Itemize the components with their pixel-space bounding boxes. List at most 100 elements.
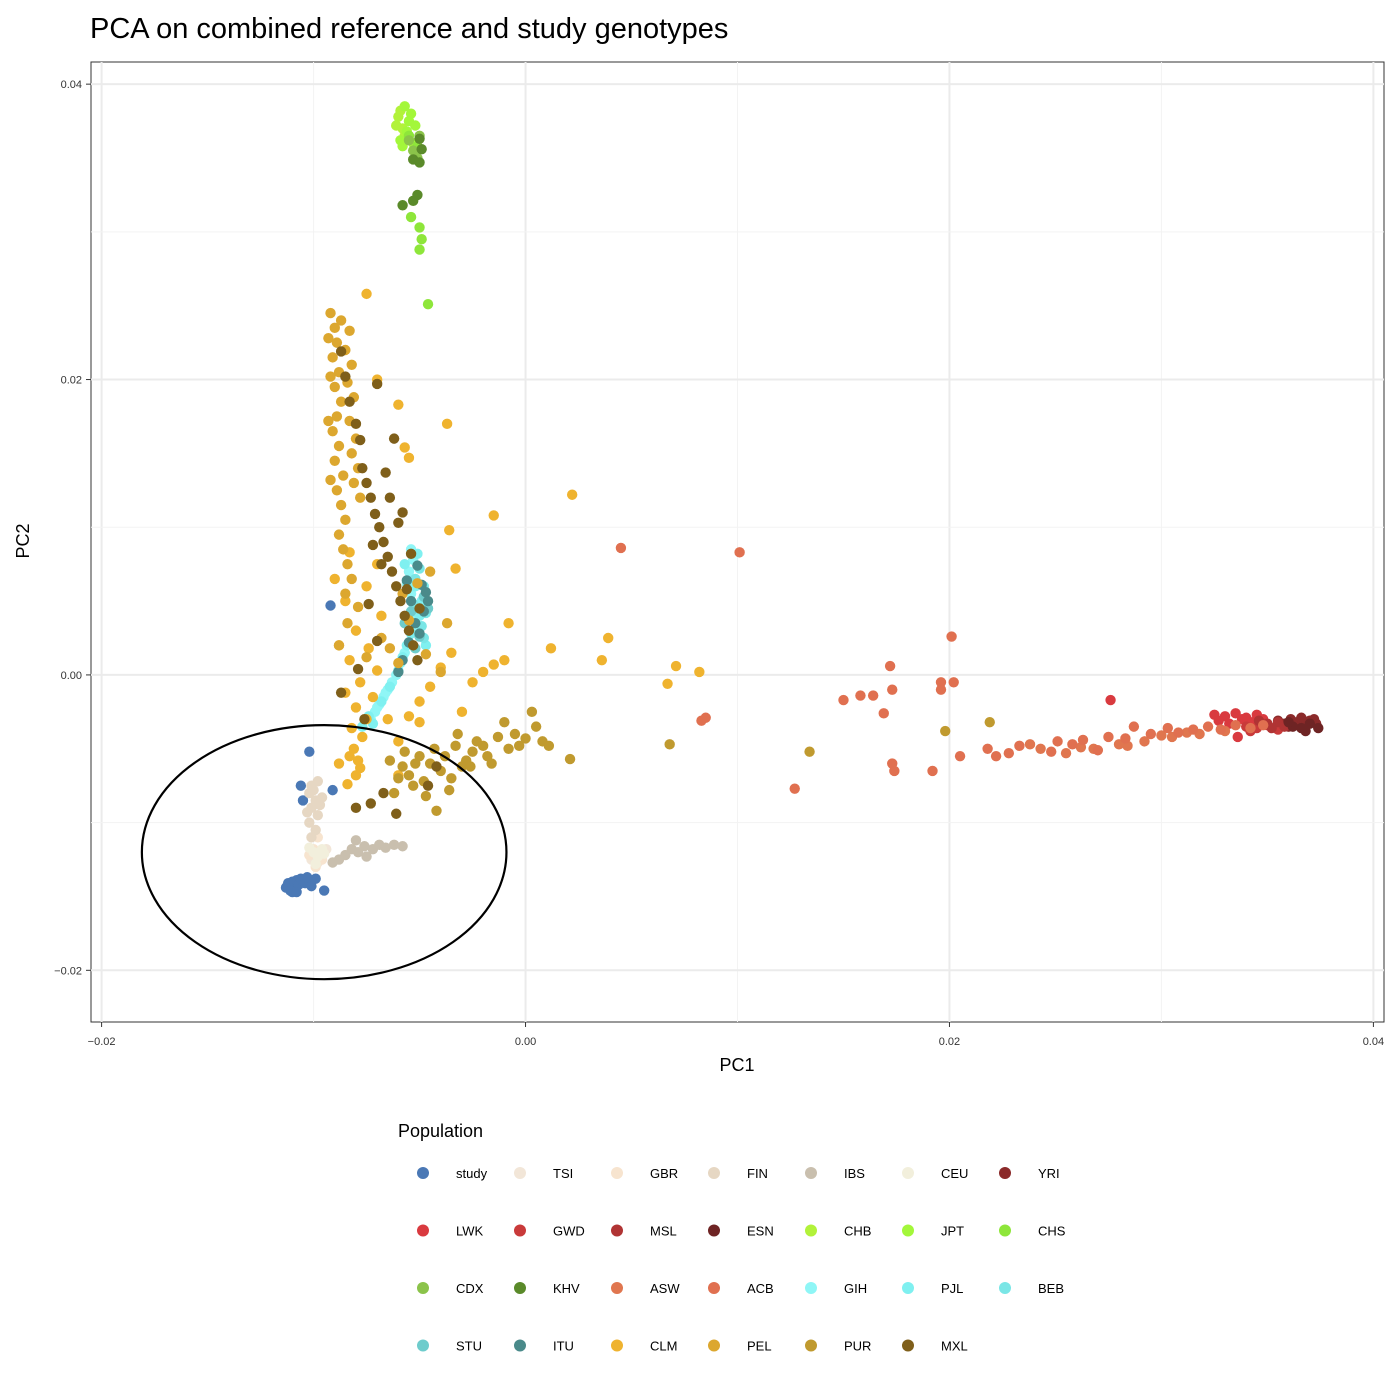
legend-key [805, 1167, 817, 1179]
data-point-cdx [403, 135, 415, 146]
legend-key [805, 1339, 817, 1352]
data-point-pel [344, 325, 355, 336]
data-point-mxl [344, 396, 355, 407]
data-point-study [297, 795, 309, 806]
data-point-mxl [431, 761, 442, 772]
data-point-mxl [391, 808, 402, 819]
data-point-pel [393, 657, 404, 669]
data-point-pel [335, 315, 347, 326]
data-point-mxl [352, 663, 364, 675]
data-point-study [291, 886, 302, 898]
data-point-ibs [327, 857, 338, 868]
data-point-pur [477, 740, 489, 752]
data-point-acb [789, 783, 800, 794]
data-point-acb [1120, 733, 1131, 744]
data-point-acb [1092, 745, 1104, 756]
data-point-mxl [376, 558, 387, 570]
data-point-acb [935, 684, 947, 695]
legend-label: TSI [553, 1166, 573, 1181]
data-point-mxl [378, 536, 389, 548]
legend-key [902, 1339, 914, 1352]
legend-label: ACB [747, 1281, 774, 1296]
data-point-pel [441, 618, 453, 629]
data-point-clm [382, 714, 393, 725]
x-tick-label: 0.04 [1363, 1036, 1384, 1048]
legend-label: MSL [650, 1224, 677, 1239]
x-axis-title: PC1 [719, 1055, 754, 1075]
data-point-acb [1052, 736, 1063, 747]
data-point-asw [1060, 748, 1072, 759]
data-point-pel [333, 440, 345, 452]
data-point-ibs [397, 841, 408, 852]
legend-item-ceu: CEU [902, 1166, 968, 1181]
data-point-pur [397, 761, 408, 772]
data-point-acb [1245, 722, 1256, 734]
legend-label: STU [456, 1339, 482, 1354]
data-point-ceu [304, 842, 315, 853]
data-point-fin [312, 776, 324, 787]
data-point-ibs [350, 835, 362, 846]
data-point-study [295, 780, 307, 791]
legend-key [417, 1339, 429, 1352]
data-point-fin [308, 784, 319, 796]
data-point-clm [488, 659, 499, 670]
data-point-pel [325, 371, 336, 382]
legend-item-ibs: IBS [805, 1166, 865, 1181]
data-point-pel [331, 337, 343, 348]
data-point-acb [1128, 721, 1140, 732]
legend-item-tsi: TSI [514, 1166, 573, 1181]
data-point-mxl [397, 507, 408, 518]
data-point-pel [333, 529, 345, 540]
data-point-pel [342, 618, 353, 629]
y-axis-title: PC2 [13, 523, 33, 558]
legend-item-lwk: LWK [417, 1224, 484, 1239]
x-tick-label: −0.02 [88, 1036, 116, 1048]
data-point-pur [492, 731, 504, 743]
series-ceu [304, 842, 330, 870]
data-point-clm [329, 573, 340, 585]
data-point-study [304, 746, 315, 757]
data-point-acb [887, 684, 898, 695]
data-point-pel [340, 514, 351, 526]
data-point-pel [325, 307, 336, 319]
series-study [280, 600, 338, 898]
data-point-pur [520, 733, 531, 744]
legend-item-gwd: GWD [514, 1224, 585, 1239]
data-point-esn [1283, 716, 1294, 728]
data-point-mxl [365, 492, 376, 503]
y-tick-label: 0.02 [61, 375, 82, 387]
data-point-chs [405, 211, 417, 223]
legend-key [999, 1167, 1011, 1179]
legend-key [611, 1282, 623, 1294]
data-point-pel [346, 573, 357, 585]
series-pur [384, 706, 995, 816]
data-point-pel [325, 474, 336, 486]
data-point-pel [335, 396, 347, 407]
data-point-clm [350, 702, 362, 713]
data-point-khv [397, 200, 408, 211]
data-point-clm [545, 643, 557, 654]
data-point-clm [376, 610, 387, 622]
data-point-pel [327, 352, 338, 363]
legend-label: CDX [456, 1281, 484, 1296]
legend-key [611, 1224, 623, 1237]
legend-key [611, 1167, 623, 1179]
data-point-clm [456, 706, 468, 718]
data-point-pjl [399, 558, 410, 570]
legend-label: JPT [941, 1224, 964, 1239]
data-point-study [325, 600, 336, 611]
data-point-mxl [382, 551, 393, 562]
data-point-ibs [388, 839, 400, 850]
data-point-pel [424, 566, 436, 577]
legend-item-clm: CLM [611, 1339, 677, 1354]
chart-title: PCA on combined reference and study geno… [90, 13, 728, 45]
legend-item-gih: GIH [805, 1281, 867, 1296]
data-point-esn [1313, 722, 1324, 734]
data-point-clm [467, 677, 478, 688]
data-point-mxl [335, 346, 347, 357]
legend-item-itu: ITU [514, 1339, 574, 1354]
data-point-mxl [350, 418, 362, 430]
legend-key [611, 1339, 623, 1352]
legend-item-study: study [417, 1166, 488, 1181]
data-point-fin [312, 810, 324, 821]
